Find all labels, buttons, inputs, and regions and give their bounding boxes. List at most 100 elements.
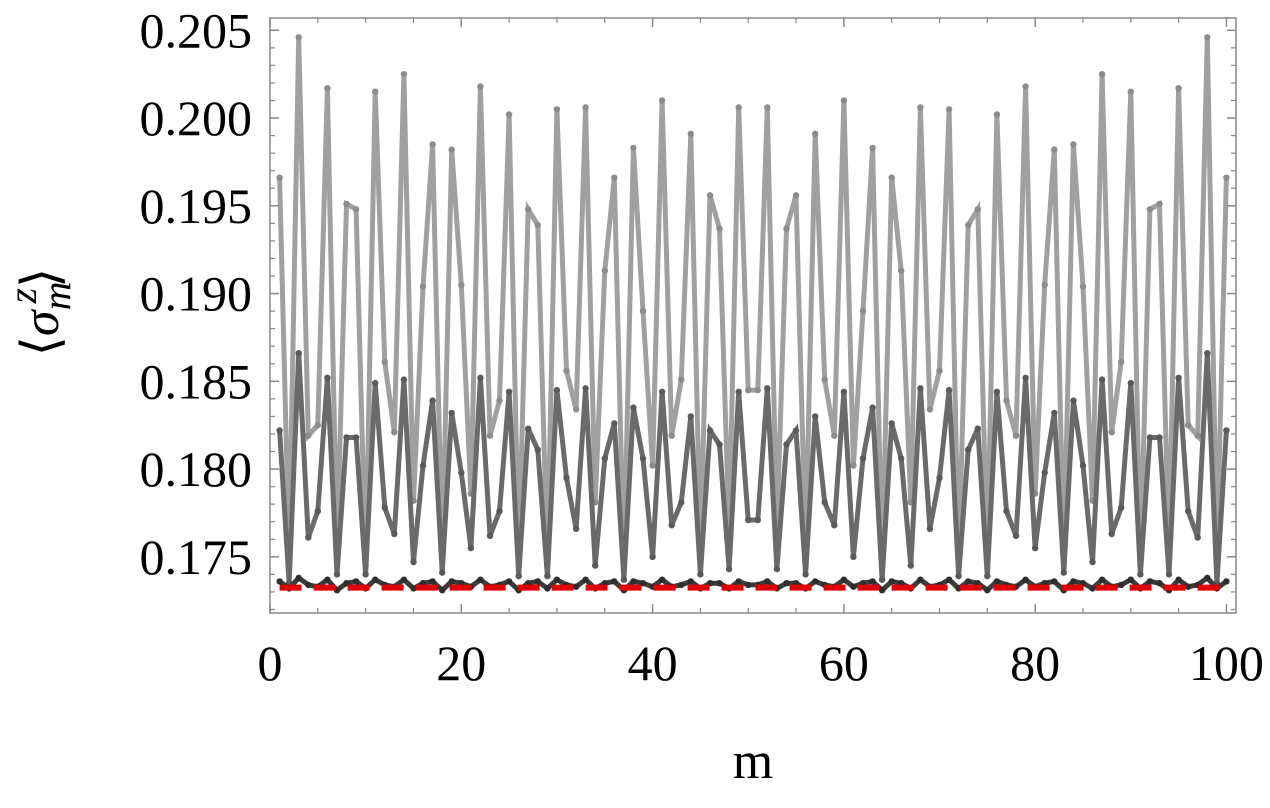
series-1-point — [439, 569, 446, 576]
series-2-point — [687, 578, 694, 585]
series-1-point — [505, 388, 513, 395]
series-1-point — [630, 404, 637, 411]
series-0-point — [276, 174, 283, 181]
series-0-point — [1070, 141, 1077, 148]
series-1-point — [525, 425, 532, 432]
series-1-point — [314, 508, 321, 515]
series-1-point — [295, 350, 302, 357]
y-tick-label: 0.200 — [140, 90, 253, 146]
series-0-point — [1003, 397, 1010, 404]
series-1-point — [907, 562, 914, 569]
series-1 — [276, 350, 1230, 587]
plot-frame — [269, 17, 1237, 614]
series-0-point — [1051, 146, 1058, 153]
series-1-point — [965, 446, 972, 453]
series-0-point — [965, 221, 972, 229]
series-1-point — [352, 434, 360, 441]
series-0-point — [639, 307, 647, 315]
series-0-point — [1098, 71, 1106, 78]
series-1-point — [553, 386, 561, 394]
series-0-point — [534, 221, 541, 229]
series-2-point — [735, 578, 742, 585]
series-1-point — [1175, 374, 1182, 381]
series-2-point — [439, 587, 446, 594]
series-2-point — [984, 587, 991, 594]
series-2-point — [678, 581, 685, 589]
series-2-point — [783, 580, 790, 587]
series-0-point — [1127, 88, 1135, 95]
series-1-point — [582, 385, 589, 392]
series-1-point — [448, 409, 455, 417]
series-0-point — [754, 386, 761, 394]
series-0-point — [1175, 85, 1182, 92]
series-2-point — [1098, 576, 1106, 583]
series-1-point — [410, 558, 417, 566]
series-1-point — [859, 455, 867, 462]
series-2-point — [840, 576, 848, 583]
series-1-point — [1031, 544, 1039, 552]
series-2-point — [372, 576, 379, 583]
series-2-point — [850, 583, 857, 590]
series-0-point — [448, 146, 455, 153]
series-1-point — [534, 446, 541, 453]
series-2-point — [878, 587, 886, 594]
y-tick-label: 0.180 — [140, 441, 253, 497]
series-2-point — [1118, 581, 1125, 589]
series-2-point — [1204, 574, 1211, 582]
series-0-point — [658, 97, 666, 104]
series-1-point — [649, 553, 656, 560]
series-0-point — [381, 358, 388, 366]
x-tick-label: 40 — [628, 635, 678, 691]
series-1-point — [850, 553, 857, 560]
series-2-point — [324, 576, 331, 583]
series-1-point — [381, 504, 388, 511]
series-1-point — [725, 565, 733, 573]
series-0-point — [505, 111, 513, 118]
series-2-point — [658, 576, 666, 583]
series-0-point — [343, 200, 350, 208]
series-0-point — [477, 83, 484, 90]
series-0-line — [277, 37, 1229, 566]
series-2-point — [630, 578, 637, 585]
x-tick-label: 20 — [436, 635, 486, 691]
series-1-point — [831, 522, 838, 529]
series-0-point — [553, 106, 561, 113]
series-0-point — [936, 367, 943, 374]
series-1-point — [1223, 427, 1230, 434]
series-0-point — [840, 97, 848, 104]
series-2-point — [276, 578, 283, 585]
series-2-point — [1185, 583, 1192, 590]
series-0-point — [1204, 34, 1211, 41]
series-0-point — [1156, 200, 1163, 208]
series-0-point — [372, 88, 379, 95]
series-2-point — [572, 583, 580, 590]
y-label-sigma: σ — [13, 308, 70, 336]
series-0-point — [419, 283, 427, 290]
series-1-point — [1165, 571, 1173, 578]
series-2-point — [745, 581, 752, 589]
x-tick-label: 0 — [258, 635, 283, 691]
series-0-point — [1185, 422, 1192, 429]
series-1-point — [754, 516, 761, 524]
series-0-point — [687, 130, 694, 137]
series-0-point — [601, 267, 608, 274]
series-1-point — [372, 379, 379, 387]
series-1-point — [592, 562, 599, 569]
series-1-point — [783, 441, 790, 448]
series-0-point — [400, 71, 408, 78]
series-1-line — [277, 353, 1229, 584]
series-2-point — [1051, 578, 1058, 585]
series-1-point — [1194, 534, 1201, 541]
series-1-point — [812, 413, 819, 420]
series-2-point — [1146, 578, 1154, 585]
series-1-point — [305, 534, 312, 541]
series-1-point — [1089, 558, 1096, 566]
series-0-point — [974, 206, 981, 213]
series-0-point — [1118, 358, 1125, 366]
series-0-point — [563, 367, 570, 374]
series-0-point — [582, 104, 589, 111]
series-0-point — [917, 104, 924, 111]
series-1-point — [563, 474, 570, 482]
series-1-point — [1146, 434, 1154, 441]
